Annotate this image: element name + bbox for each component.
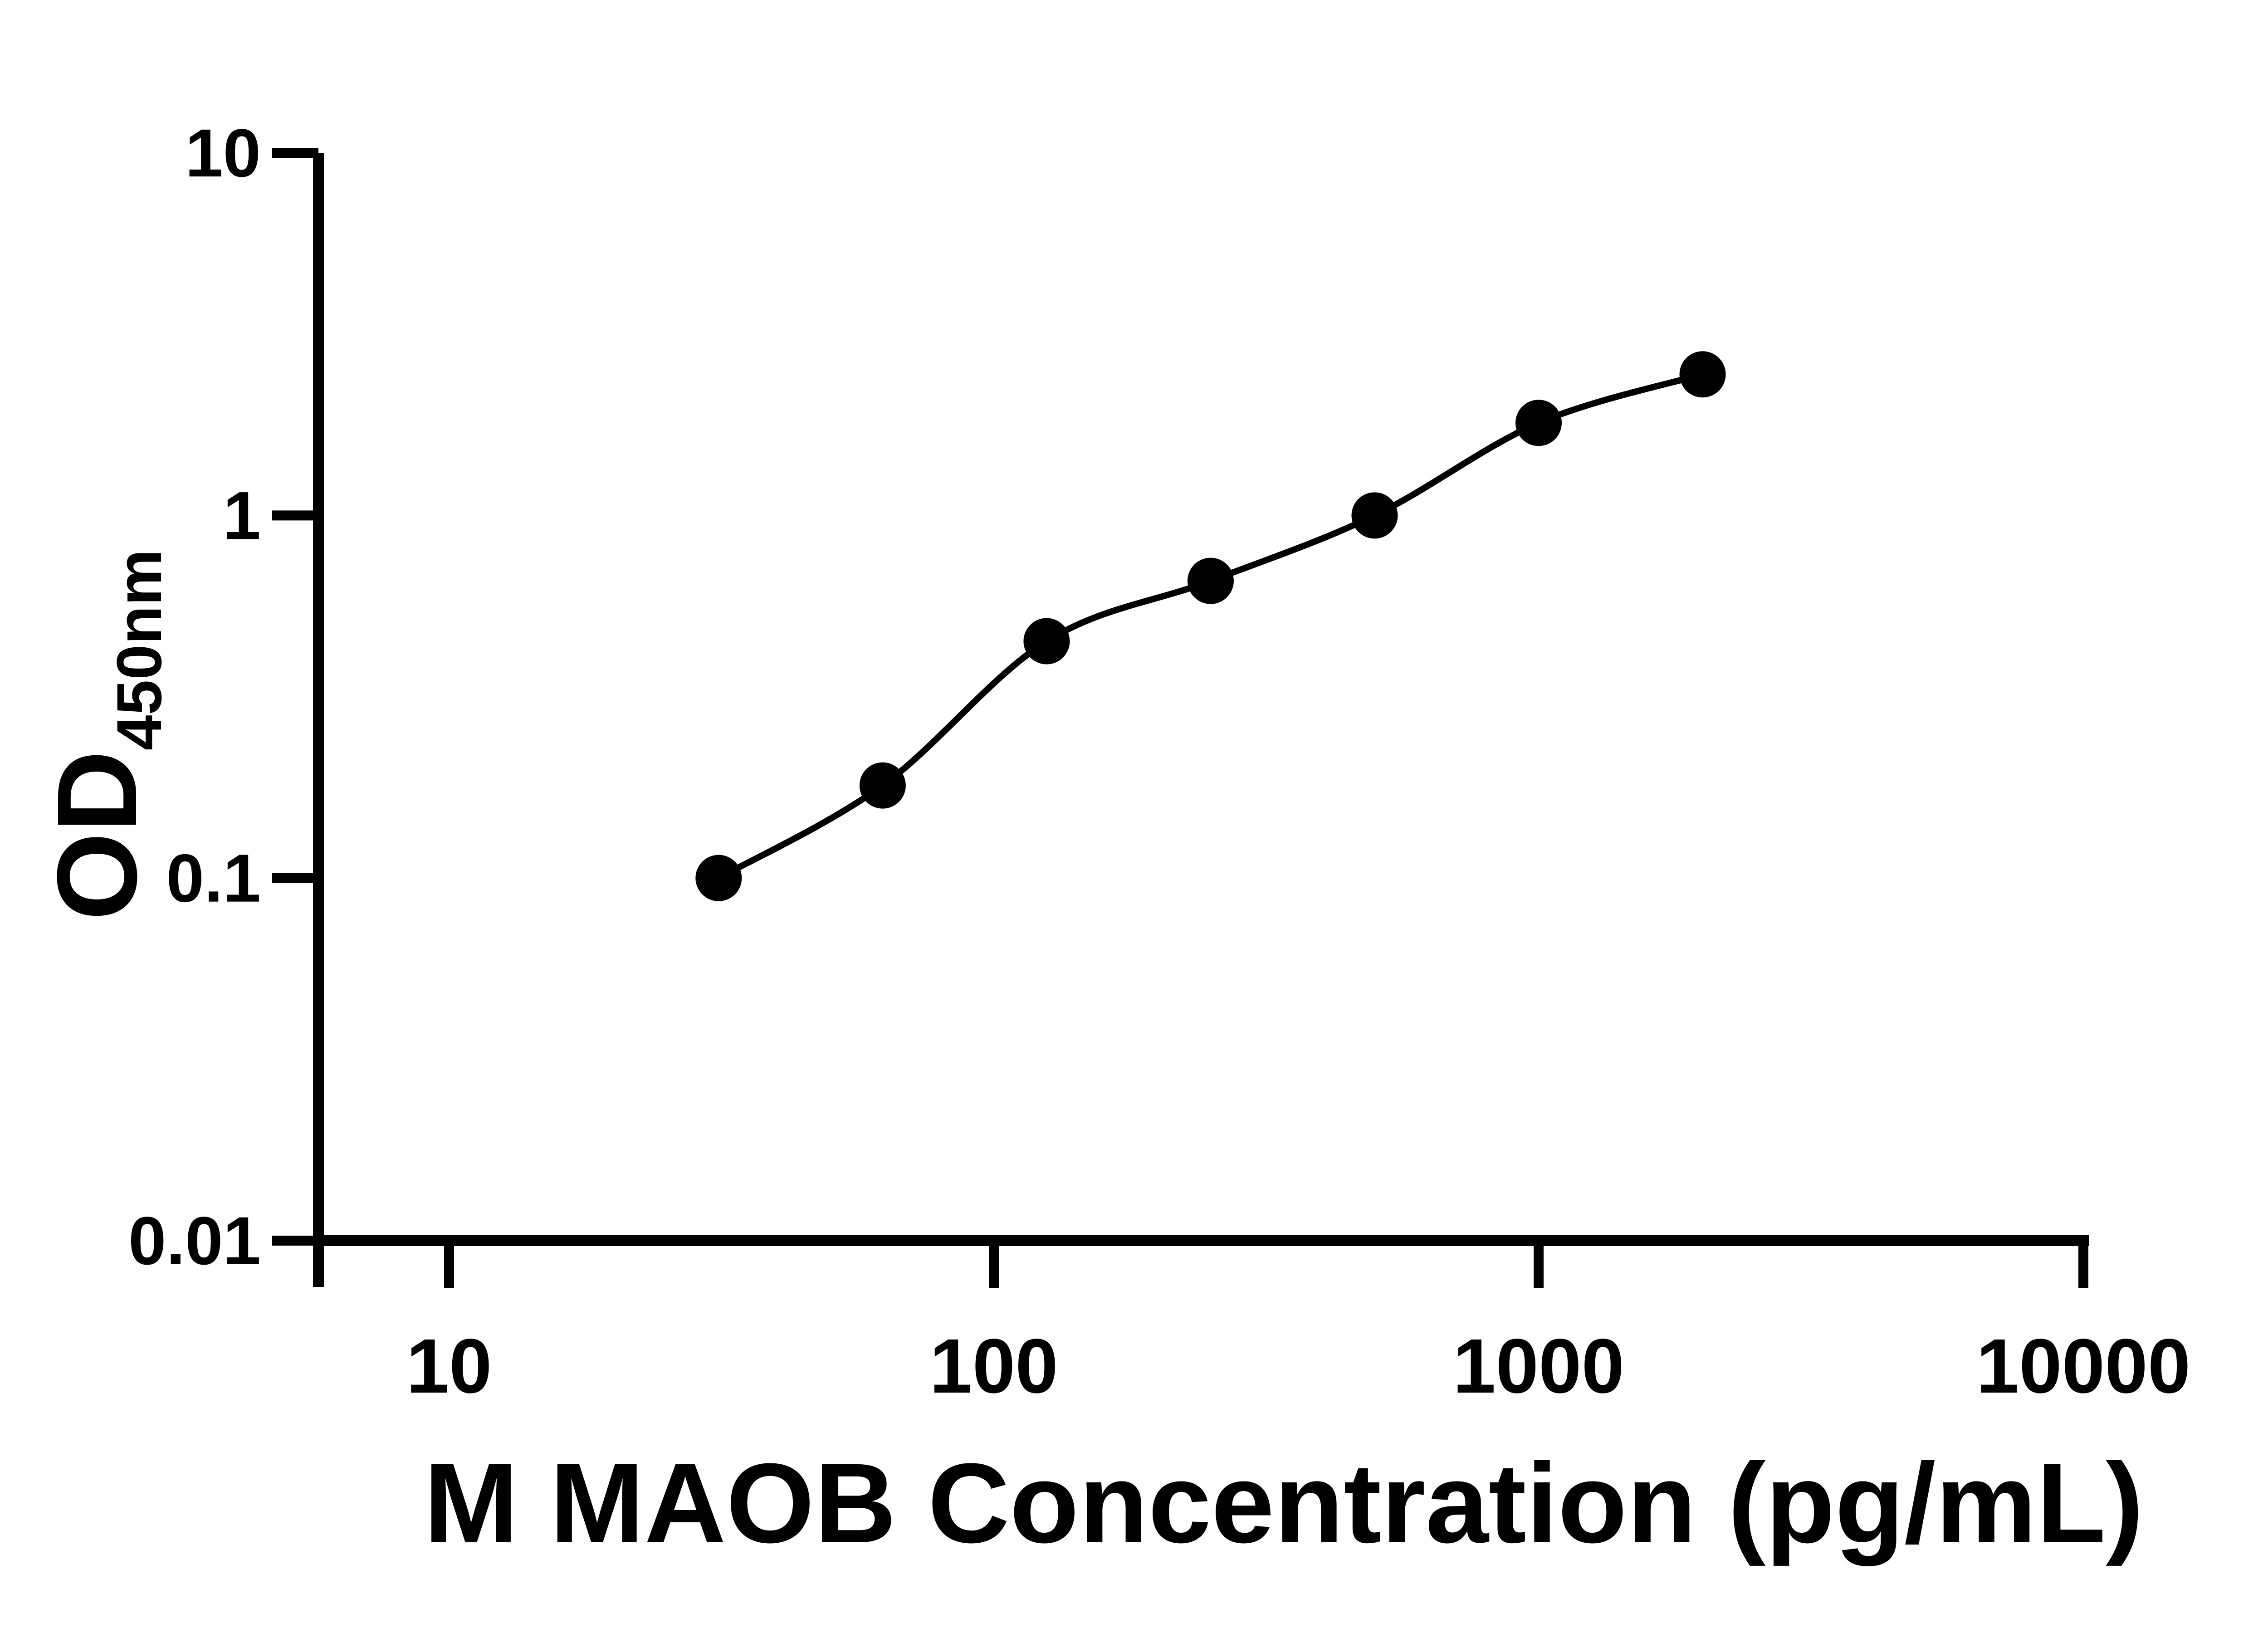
data-point-7	[1679, 351, 1726, 398]
x-tick-label-100: 100	[929, 1323, 1058, 1409]
data-point-markers	[695, 351, 1726, 901]
x-tick-label-10000: 10000	[1976, 1323, 2191, 1409]
y-axis-ticks	[272, 148, 318, 1246]
x-axis-ticks	[444, 1241, 2088, 1288]
y-axis-title-text: OD450nm	[34, 549, 175, 921]
y-tick-label-10: 10	[185, 115, 261, 191]
y-tick-label-0.1: 0.1	[166, 840, 261, 916]
fit-curve-line	[715, 371, 1706, 881]
y-tick-label-0.01: 0.01	[128, 1203, 261, 1279]
y-axis-title-subscript: 450nm	[103, 549, 175, 751]
data-point-4	[1187, 557, 1234, 604]
x-tick-label-10: 10	[406, 1323, 492, 1409]
x-axis-tick-labels: 10 100 1000 10000	[406, 1323, 2190, 1409]
x-axis-title: M MAOB Concentration (pg/mL)	[424, 1440, 2143, 1566]
y-axis-title: OD450nm	[34, 549, 175, 921]
data-point-6	[1515, 400, 1562, 446]
x-tick-label-1000: 1000	[1453, 1323, 1624, 1409]
data-point-1	[695, 855, 742, 901]
data-point-3	[1023, 618, 1070, 665]
y-tick-label-1: 1	[223, 477, 261, 553]
y-axis-tick-labels: 0.01 0.1 1 10	[128, 115, 261, 1279]
axes-group	[313, 153, 2089, 1287]
y-axis-title-main: OD	[34, 750, 160, 920]
data-point-2	[859, 762, 906, 809]
data-point-5	[1351, 492, 1398, 539]
